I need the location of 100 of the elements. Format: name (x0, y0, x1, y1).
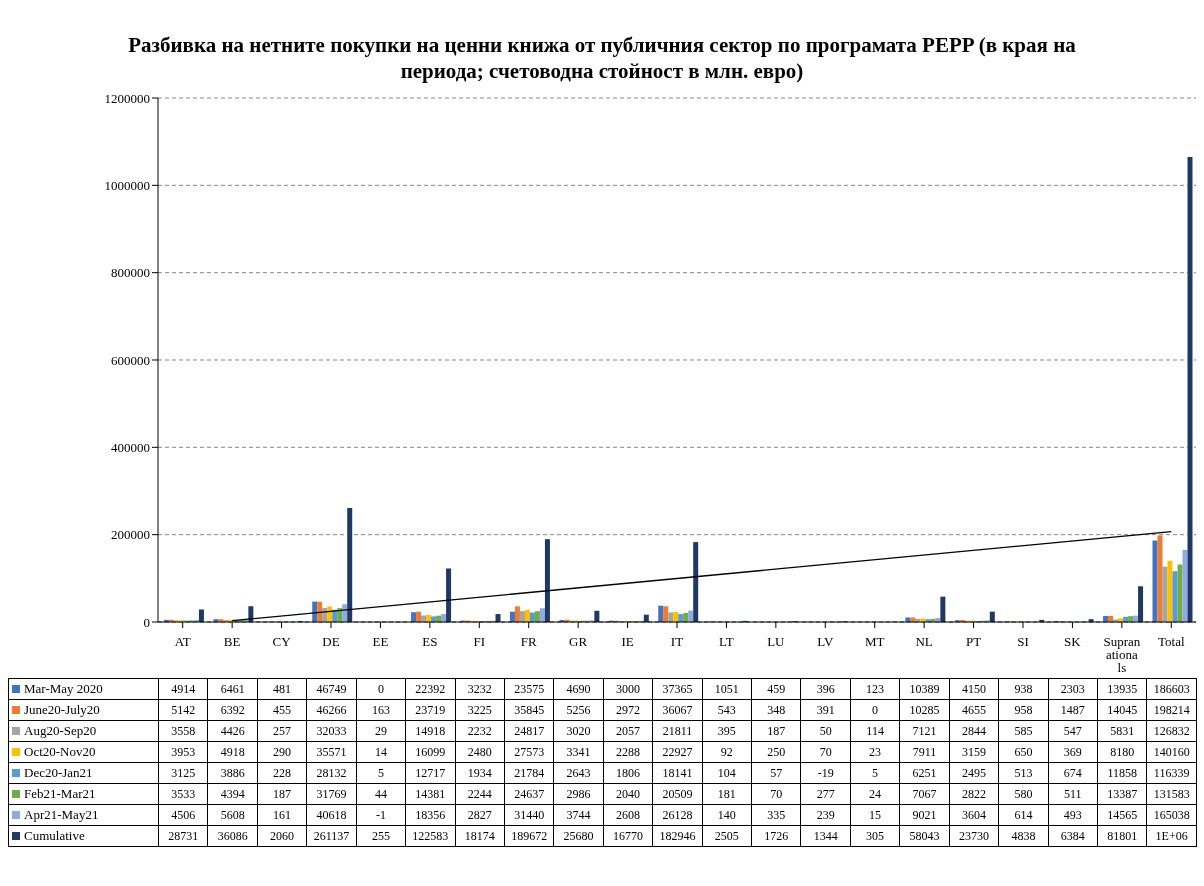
data-label: 511 (1048, 783, 1098, 805)
data-label: 5 (850, 762, 900, 784)
legend-label: Mar-May 2020 (8, 678, 159, 700)
data-label: 4918 (207, 741, 258, 763)
data-label: 585 (998, 720, 1049, 742)
data-label: 228 (257, 762, 307, 784)
data-label: 21811 (652, 720, 703, 742)
data-label: 3225 (455, 699, 505, 721)
data-label: 3533 (158, 783, 208, 805)
data-label: 239 (800, 804, 851, 826)
data-label: 257 (257, 720, 307, 742)
data-label: 6392 (207, 699, 258, 721)
data-label: 4690 (553, 678, 604, 700)
data-label: 2986 (553, 783, 604, 805)
data-label: 58043 (899, 825, 950, 847)
data-label: 10389 (899, 678, 950, 700)
data-label: 14565 (1097, 804, 1147, 826)
data-label: 4506 (158, 804, 208, 826)
data-label: 614 (998, 804, 1049, 826)
data-label: 187 (257, 783, 307, 805)
data-label: 4150 (949, 678, 999, 700)
data-label: 44 (356, 783, 406, 805)
data-label: 3744 (553, 804, 604, 826)
data-label: 22927 (652, 741, 703, 763)
data-label: 18174 (455, 825, 505, 847)
data-label: 21784 (504, 762, 554, 784)
data-label: 8180 (1097, 741, 1147, 763)
data-label: 28132 (306, 762, 357, 784)
data-label: 3604 (949, 804, 999, 826)
data-label: 24 (850, 783, 900, 805)
x-tick-label: FI (473, 634, 486, 649)
data-label: 14 (356, 741, 406, 763)
x-tick-label: LT (719, 634, 734, 649)
data-label: 131583 (1146, 783, 1197, 805)
data-label: 7067 (899, 783, 950, 805)
y-tick-label: 400000 (111, 439, 150, 455)
data-label: 23 (850, 741, 900, 763)
data-label: 16770 (603, 825, 653, 847)
data-label: 32033 (306, 720, 357, 742)
data-label: -19 (800, 762, 851, 784)
data-label: 7121 (899, 720, 950, 742)
x-tick-label: SI (1017, 634, 1029, 649)
data-label: 31440 (504, 804, 554, 826)
data-label: 2643 (553, 762, 604, 784)
data-label: 255 (356, 825, 406, 847)
x-tick-label: PT (965, 634, 982, 649)
data-label: 2288 (603, 741, 653, 763)
y-tick-label: 1200000 (104, 90, 150, 106)
data-label: 4838 (998, 825, 1049, 847)
data-label: 493 (1048, 804, 1098, 826)
data-label: 369 (1048, 741, 1098, 763)
data-label: 165038 (1146, 804, 1197, 826)
data-label: 305 (850, 825, 900, 847)
data-label: 189672 (504, 825, 554, 847)
data-label: 6461 (207, 678, 258, 700)
data-label: 938 (998, 678, 1049, 700)
legend-label: Dec20-Jan21 (8, 762, 159, 784)
y-tick-label: 200000 (111, 527, 150, 543)
data-label: 25680 (553, 825, 604, 847)
data-label: 5 (356, 762, 406, 784)
data-label: 650 (998, 741, 1049, 763)
data-label: 27573 (504, 741, 554, 763)
data-label: 11858 (1097, 762, 1147, 784)
data-label: 14918 (405, 720, 456, 742)
data-label: 35571 (306, 741, 357, 763)
legend-label: June20-July20 (8, 699, 159, 721)
data-label: 13387 (1097, 783, 1147, 805)
data-label: 2844 (949, 720, 999, 742)
data-label: 29 (356, 720, 406, 742)
x-tick-label: DE (322, 634, 340, 649)
x-tick-label: GR (569, 634, 588, 649)
data-label: 958 (998, 699, 1049, 721)
data-label: 4394 (207, 783, 258, 805)
data-label: 182946 (652, 825, 703, 847)
x-tick-label: IE (621, 634, 634, 649)
data-label: 459 (751, 678, 801, 700)
data-label: 70 (751, 783, 801, 805)
data-label: 4426 (207, 720, 258, 742)
data-label: 3020 (553, 720, 604, 742)
x-tick-label: SK (1064, 634, 1082, 649)
data-label: 2057 (603, 720, 653, 742)
data-label: 580 (998, 783, 1049, 805)
data-label: 1E+06 (1146, 825, 1197, 847)
data-label: 26128 (652, 804, 703, 826)
data-label: 4914 (158, 678, 208, 700)
data-label: 6384 (1048, 825, 1098, 847)
data-label: 1726 (751, 825, 801, 847)
data-label: 5256 (553, 699, 604, 721)
chart-title: Разбивка на нетните покупки на ценни книжа от публичния сектор по програмата PEPP (в края на периода; счетоводна стойност в млн. евро) (127, 32, 1077, 85)
data-label: 18356 (405, 804, 456, 826)
data-label: 1487 (1048, 699, 1098, 721)
data-label: 70 (800, 741, 851, 763)
data-label: 1934 (455, 762, 505, 784)
data-label: 0 (850, 699, 900, 721)
data-label: 6251 (899, 762, 950, 784)
x-tick-label: MT (864, 634, 885, 649)
data-label: 2232 (455, 720, 505, 742)
data-label: 4655 (949, 699, 999, 721)
data-label: 0 (356, 678, 406, 700)
data-label: 40618 (306, 804, 357, 826)
